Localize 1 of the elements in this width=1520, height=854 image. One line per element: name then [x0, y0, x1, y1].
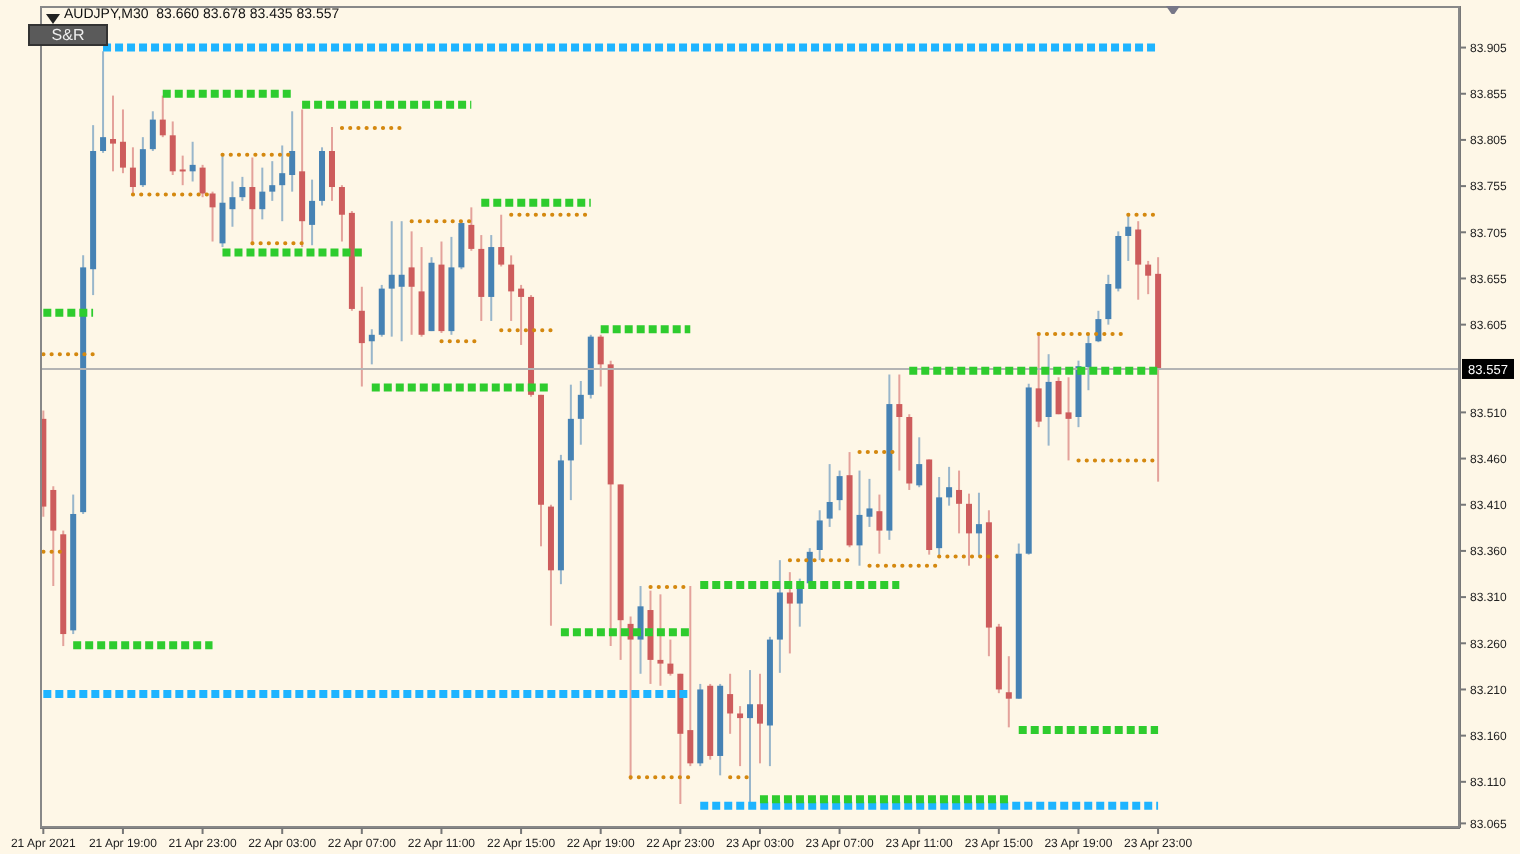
button: S&R [28, 24, 108, 46]
